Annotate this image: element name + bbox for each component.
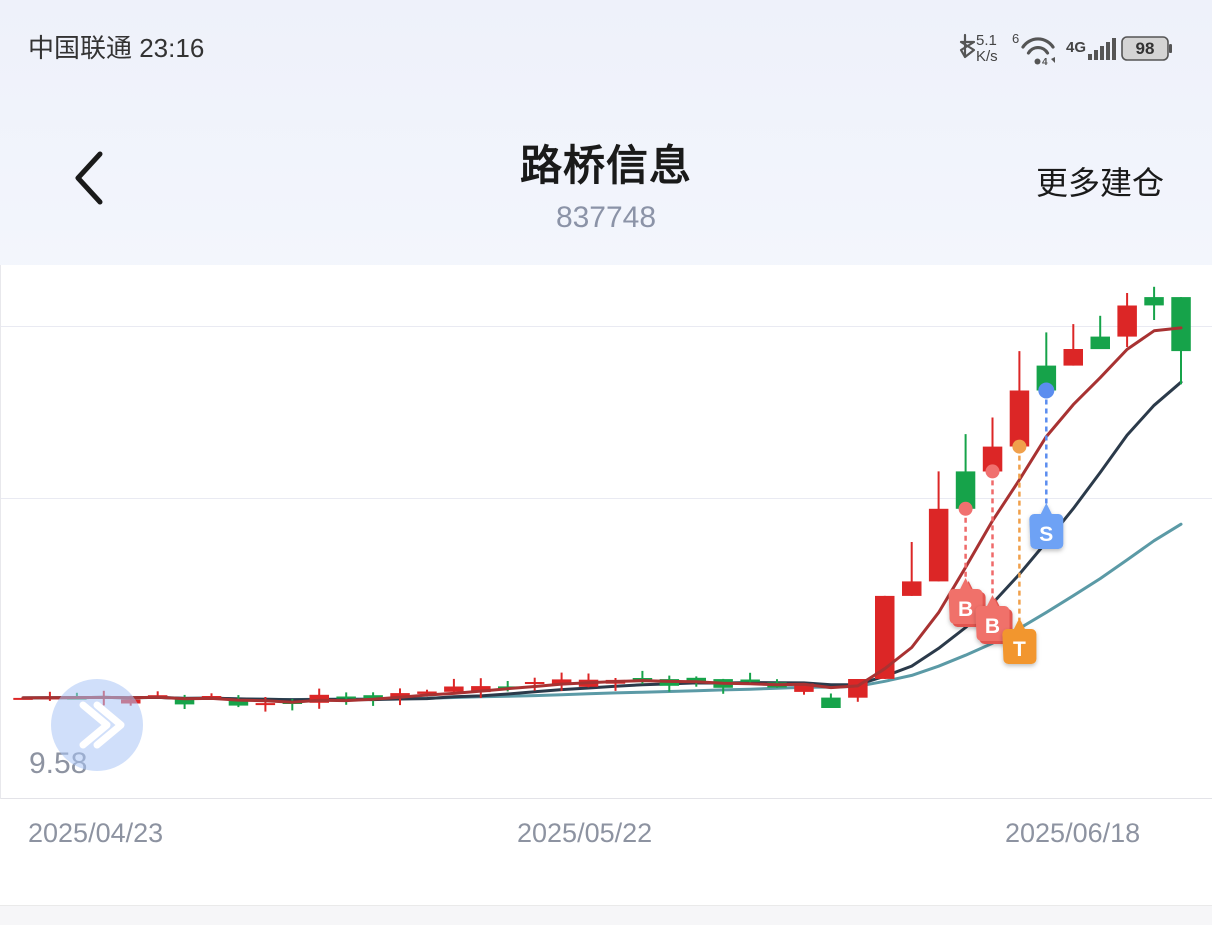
svg-text:K/s: K/s <box>976 48 998 65</box>
svg-text:6: 6 <box>1012 32 1019 46</box>
svg-text:T: T <box>1013 638 1026 661</box>
svg-text:B: B <box>958 598 973 621</box>
svg-text:4G: 4G <box>1066 39 1086 56</box>
svg-text:B: B <box>985 615 1000 638</box>
svg-text:S: S <box>1039 523 1053 546</box>
svg-text:4: 4 <box>1042 57 1048 66</box>
svg-text:5.1: 5.1 <box>976 32 997 49</box>
svg-text:98: 98 <box>1136 39 1155 58</box>
